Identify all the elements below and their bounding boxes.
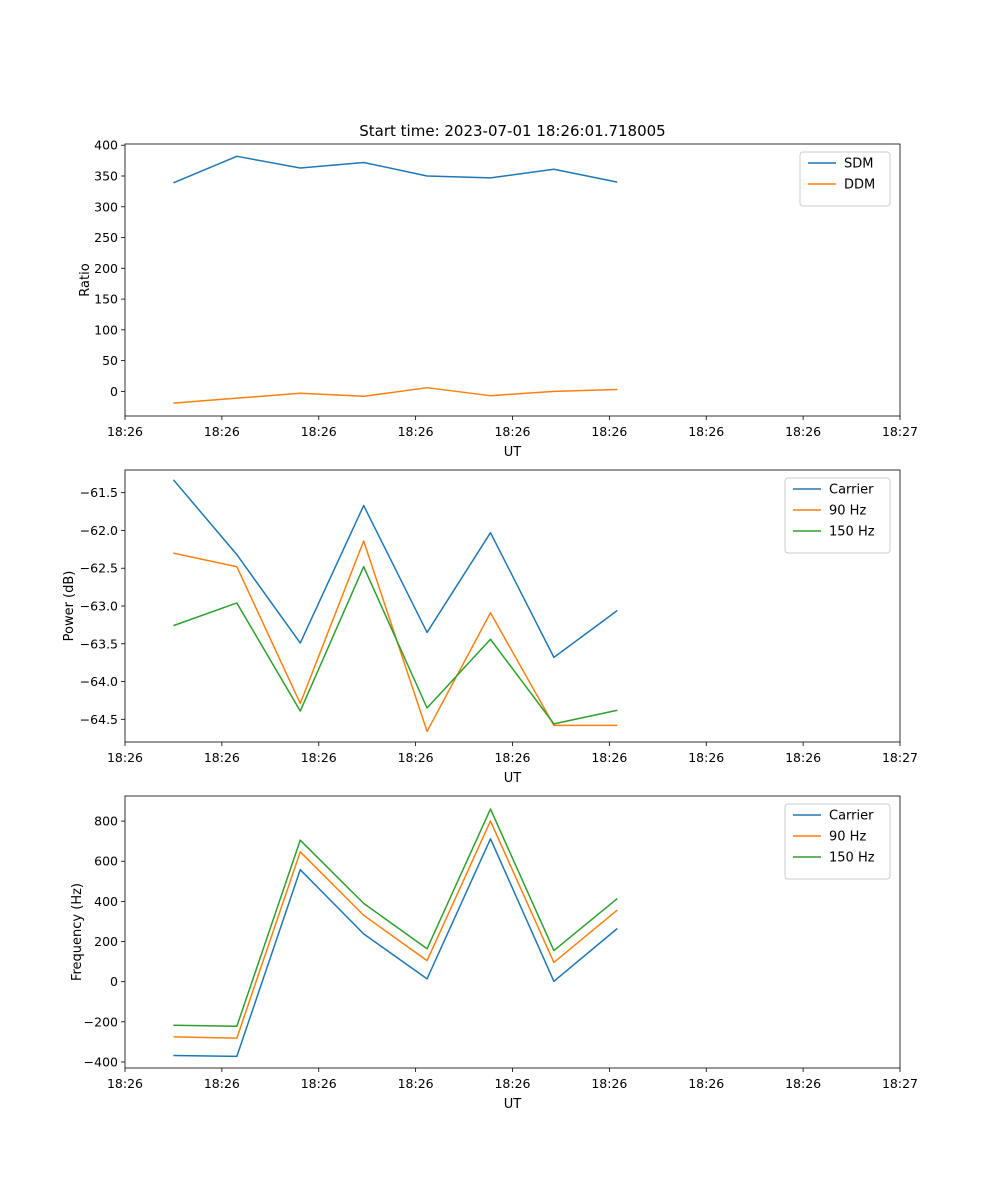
y-tick-label: 350 [94, 169, 118, 184]
y-tick-label: −62.5 [80, 561, 118, 576]
y-tick-label: −64.0 [80, 674, 118, 689]
y-tick-label: 300 [94, 199, 118, 214]
y-tick-label: 50 [102, 353, 118, 368]
legend-label: DDM [844, 178, 875, 193]
x-tick-label: 18:26 [688, 750, 724, 765]
x-tick-label: 18:26 [591, 1076, 627, 1091]
x-tick-label: 18:26 [301, 424, 337, 439]
legend-box [784, 477, 891, 554]
axes-frame [124, 143, 901, 417]
legend-label: 90 Hz [829, 830, 866, 845]
x-tick-label: 18:26 [398, 750, 434, 765]
y-tick-label: 400 [94, 138, 118, 153]
y-tick-label: 200 [94, 934, 118, 949]
y-tick-label: 0 [110, 384, 118, 399]
x-tick-label: 18:26 [107, 1076, 143, 1091]
x-tick-label: 18:26 [398, 1076, 434, 1091]
legend: SDM DDM [799, 151, 891, 207]
x-tick-label: 18:26 [301, 750, 337, 765]
legend-label: 90 Hz [829, 504, 866, 519]
chart-title: Start time: 2023-07-01 18:26:01.718005 [359, 122, 665, 140]
x-tick-label: 18:26 [204, 750, 240, 765]
legend-label: Carrier [829, 483, 874, 498]
x-tick-label: 18:26 [494, 750, 530, 765]
x-tick-label: 18:26 [107, 424, 143, 439]
y-tick-label: 100 [94, 322, 118, 337]
x-tick-label: 18:26 [785, 1076, 821, 1091]
chart-panel-2: 18:26 18:26 18:26 18:26 18:26 18:26 18:26 18:26… [62, 469, 918, 786]
x-axis-label: UT [504, 445, 522, 460]
legend-label: SDM [844, 157, 873, 172]
legend-label: 150 Hz [829, 525, 875, 540]
series-line-carrier [173, 838, 618, 1058]
y-tick-label: 400 [94, 894, 118, 909]
x-tick-label: 18:26 [107, 750, 143, 765]
x-tick-label: 18:26 [204, 424, 240, 439]
chart-panel-3: 18:26 18:26 18:26 18:26 18:26 18:26 18:26 18:26… [70, 795, 918, 1112]
y-tick-label: 0 [110, 974, 118, 989]
y-tick-label: −63.5 [80, 636, 118, 651]
y-tick-label: 250 [94, 230, 118, 245]
x-tick-label: 18:26 [785, 750, 821, 765]
series-line-150-hz [173, 565, 618, 725]
axes-frame [124, 469, 901, 743]
series-line-150-hz [173, 808, 618, 1027]
x-tick-label: 18:27 [882, 424, 918, 439]
x-tick-label: 18:26 [494, 1076, 530, 1091]
y-tick-label: −61.5 [80, 485, 118, 500]
y-tick-label: 800 [94, 814, 118, 829]
series-line-90-hz [173, 820, 618, 1039]
legend-box [784, 803, 891, 880]
x-tick-label: 18:26 [204, 1076, 240, 1091]
x-tick-label: 18:26 [591, 750, 627, 765]
x-tick-label: 18:26 [688, 424, 724, 439]
legend-label: 150 Hz [829, 851, 875, 866]
series-line-carrier [172, 479, 618, 659]
y-axis-label: Ratio [78, 263, 93, 296]
y-tick-label: −63.0 [80, 599, 118, 614]
x-axis-label: UT [504, 771, 522, 786]
y-axis-label: Power (dB) [62, 571, 77, 642]
x-tick-label: 18:27 [882, 750, 918, 765]
y-tick-label: 150 [94, 292, 118, 307]
x-tick-label: 18:26 [785, 424, 821, 439]
chart-panel-1: 18:26 18:26 18:26 18:26 18:26 18:26 18:26 18:26… [78, 122, 918, 460]
y-tick-label: −200 [84, 1014, 118, 1029]
y-tick-label: −62.0 [80, 523, 118, 538]
series-line-ddm [173, 386, 618, 404]
y-tick-label: 200 [94, 261, 118, 276]
series-line-sdm [173, 155, 618, 184]
y-tick-label: −64.5 [80, 712, 118, 727]
x-tick-label: 18:26 [398, 424, 434, 439]
y-axis-label: Frequency (Hz) [70, 883, 85, 981]
legend-label: Carrier [829, 809, 874, 824]
y-tick-label: 600 [94, 854, 118, 869]
x-tick-label: 18:26 [301, 1076, 337, 1091]
legend-box [799, 151, 891, 207]
x-tick-label: 18:26 [591, 424, 627, 439]
x-tick-label: 18:26 [494, 424, 530, 439]
legend: Carrier 90 Hz 150 Hz [784, 477, 891, 554]
x-axis-label: UT [504, 1097, 522, 1112]
legend: Carrier 90 Hz 150 Hz [784, 803, 891, 880]
y-tick-label: −400 [84, 1054, 118, 1069]
x-tick-label: 18:27 [882, 1076, 918, 1091]
x-tick-label: 18:26 [688, 1076, 724, 1091]
